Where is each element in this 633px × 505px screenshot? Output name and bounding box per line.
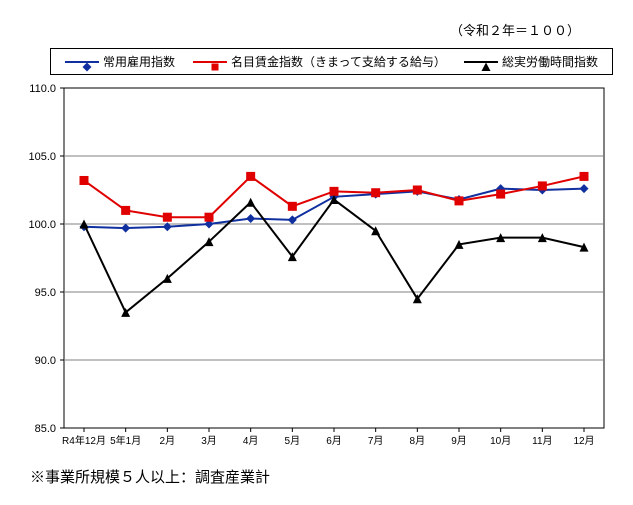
x-tick-label: 10月: [490, 435, 511, 447]
x-tick-label: 3月: [201, 435, 217, 447]
y-tick-label: 110.0: [29, 83, 56, 95]
footnote: ※事業所規模５人以上：調査産業計: [30, 466, 270, 487]
square-icon: [121, 206, 130, 215]
square-icon: [80, 176, 89, 185]
x-tick-label: 2月: [160, 435, 176, 447]
line-chart: 85.0 90.0 95.0 100.0 105.0 110.0 R4年12月 5年1月 2月 3…: [0, 0, 633, 505]
x-tick-label: 8月: [410, 435, 426, 447]
x-tick-label: 12月: [573, 435, 594, 447]
x-tick-label: 9月: [451, 435, 467, 447]
x-tick-label: 7月: [368, 435, 384, 447]
y-tick-label: 95.0: [35, 287, 56, 299]
plot-area: [64, 88, 604, 428]
square-icon: [580, 172, 589, 181]
y-tick-label: 100.0: [28, 219, 56, 231]
x-tick-label: 4月: [243, 435, 259, 447]
x-tick-label: 6月: [326, 435, 342, 447]
square-icon: [371, 188, 380, 197]
square-icon: [288, 202, 297, 211]
x-tick-label: 5月: [285, 435, 301, 447]
square-icon: [496, 190, 505, 199]
x-tick-label: 11月: [532, 435, 552, 447]
x-tick-label: R4年12月: [62, 434, 106, 447]
square-icon: [413, 186, 422, 195]
square-icon: [163, 213, 172, 222]
x-tick-label: 5年1月: [110, 434, 141, 447]
y-tick-label: 105.0: [28, 151, 56, 163]
square-icon: [455, 196, 464, 205]
square-icon: [538, 181, 547, 190]
y-tick-label: 90.0: [35, 355, 56, 367]
square-icon: [205, 213, 214, 222]
square-icon: [330, 187, 339, 196]
square-icon: [246, 172, 255, 181]
y-tick-label: 85.0: [35, 423, 56, 435]
